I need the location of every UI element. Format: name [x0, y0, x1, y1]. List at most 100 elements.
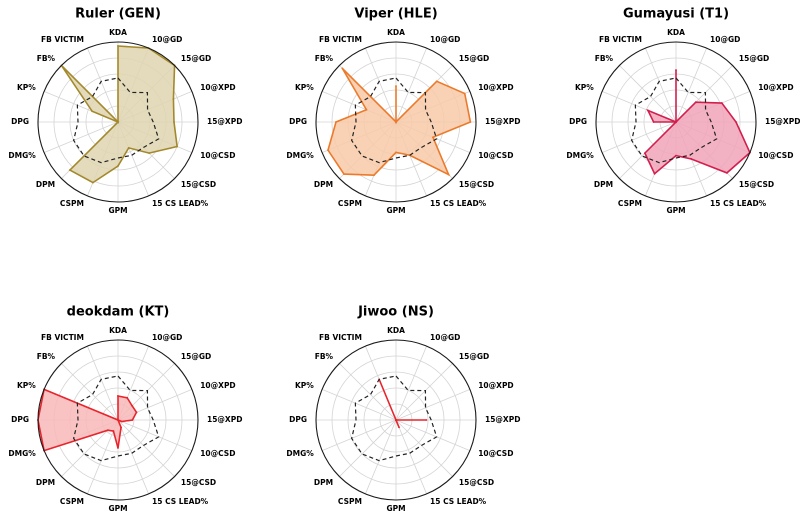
grid-spoke	[87, 419, 119, 495]
grid-spoke	[117, 419, 175, 477]
axis-label-15-cs-lead: 15 CS LEAD%	[710, 199, 767, 208]
axis-label-15-cs-lead: 15 CS LEAD%	[430, 199, 487, 208]
data-point-dpm	[106, 429, 109, 432]
axis-label-fb: FB%	[37, 54, 56, 63]
data-point-fb-victim	[117, 121, 119, 123]
axis-label-kda: KDA	[109, 28, 127, 37]
axis-label-10-gd: 10@GD	[430, 333, 460, 342]
axis-label-gpm: GPM	[108, 206, 127, 215]
axis-label-10-xpd: 10@XPD	[200, 83, 235, 92]
radar-panel-deokdam-kt: deokdam (KT) KDA 10@GD 15@GD 10@XPD 15@XPD 10@…	[8, 305, 242, 514]
axis-label-dmg: DMG%	[8, 449, 36, 458]
axis-label-kp: KP%	[575, 83, 594, 92]
data-point-gpm	[675, 154, 677, 157]
data-point-15-cs-lead	[690, 158, 693, 160]
grid-spoke	[395, 345, 427, 421]
axis-label-15-xpd: 15@XPD	[485, 117, 520, 126]
panel-title: Ruler (GEN)	[75, 7, 161, 22]
axis-label-10-xpd: 10@XPD	[478, 83, 513, 92]
panel-title: Viper (HLE)	[354, 7, 437, 22]
grid-spoke	[619, 65, 677, 123]
data-point-15-csd	[148, 152, 151, 155]
data-point-cspm	[653, 172, 656, 175]
grid-spoke	[365, 419, 397, 495]
axis-label-15-xpd: 15@XPD	[207, 415, 242, 424]
axis-label-15-csd: 15@CSD	[181, 180, 216, 189]
grid-spoke	[61, 363, 119, 421]
baseline-series	[351, 375, 438, 462]
axis-label-15-csd: 15@CSD	[181, 478, 216, 487]
axis-label-10-gd: 10@GD	[710, 35, 740, 44]
axis-label-15-cs-lead: 15 CS LEAD%	[152, 497, 209, 506]
outer-ring	[315, 41, 477, 203]
baseline-series	[73, 375, 160, 462]
axis-label-10-csd: 10@CSD	[478, 151, 513, 160]
axis-label-dpm: DPM	[594, 180, 613, 189]
data-point-15-csd	[447, 173, 450, 176]
data-point-dpm	[69, 169, 71, 171]
data-point-cspm	[112, 430, 115, 432]
axis-label-10-xpd: 10@XPD	[478, 381, 513, 390]
grid-spoke	[87, 47, 119, 123]
grid-spoke	[601, 121, 677, 153]
data-point-cspm	[373, 174, 375, 177]
axis-label-fb: FB%	[37, 352, 56, 361]
data-point-fb-victim	[675, 121, 677, 123]
data-point-10-xpd	[463, 92, 466, 95]
axis-label-15-gd: 15@GD	[181, 352, 211, 361]
axis-label-10-xpd: 10@XPD	[200, 381, 235, 390]
data-point-10-csd	[432, 136, 434, 139]
axis-label-10-csd: 10@CSD	[200, 151, 235, 160]
data-point-fb-victim	[395, 121, 397, 123]
axis-label-kp: KP%	[17, 381, 36, 390]
outer-ring	[315, 339, 477, 501]
axis-label-dpg: DPG	[289, 117, 307, 126]
axis-label-kp: KP%	[17, 83, 36, 92]
grid-spoke	[675, 47, 707, 123]
axis-label-15-gd: 15@GD	[459, 352, 489, 361]
axis-label-gpm: GPM	[108, 504, 127, 513]
data-point-fb	[395, 419, 397, 421]
data-point-15-gd	[131, 404, 134, 407]
data-point-fb	[341, 67, 344, 70]
axis-label-dmg: DMG%	[286, 151, 314, 160]
axis-label-kda: KDA	[109, 326, 127, 335]
data-point-kp	[91, 110, 94, 113]
data-point-15-csd	[726, 172, 728, 174]
axis-label-15-csd: 15@CSD	[739, 180, 774, 189]
data-point-15-xpd	[425, 419, 428, 421]
axis-label-dpm: DPM	[314, 180, 333, 189]
grid-spoke	[395, 363, 453, 421]
axis-label-kp: KP%	[295, 83, 314, 92]
data-point-10-xpd	[720, 102, 723, 104]
baseline-series	[73, 77, 160, 164]
axis-label-15-gd: 15@GD	[459, 54, 489, 63]
axis-label-dpg: DPG	[11, 117, 29, 126]
axis-label-fb-victim: FB VICTIM	[41, 333, 84, 342]
axis-label-10-csd: 10@CSD	[758, 151, 793, 160]
grid-spoke	[117, 419, 193, 451]
axis-label-fb-victim: FB VICTIM	[599, 35, 642, 44]
data-point-15-cs-lead	[120, 426, 122, 429]
radar-panel-ruler-gen: Ruler (GEN) KDA 10@GD 15@GD 10@XPD 15@XPD 10@C…	[8, 7, 242, 216]
axis-label-10-gd: 10@GD	[152, 333, 182, 342]
axis-label-kda: KDA	[667, 28, 685, 37]
radar-panel-viper-hle: Viper (HLE) KDA 10@GD 15@GD 10@XPD 15@XPD 10@C…	[286, 7, 520, 216]
axis-label-10-csd: 10@CSD	[200, 449, 235, 458]
axis-label-dpm: DPM	[36, 180, 55, 189]
axis-label-15-cs-lead: 15 CS LEAD%	[152, 199, 209, 208]
axis-label-fb-victim: FB VICTIM	[41, 35, 84, 44]
axis-label-dmg: DMG%	[8, 151, 36, 160]
axis-label-cspm: CSPM	[60, 497, 84, 506]
data-point-kda	[395, 85, 397, 87]
axis-label-dpm: DPM	[36, 478, 55, 487]
data-point-dpm	[643, 152, 646, 155]
outer-ring	[595, 41, 757, 203]
axis-label-10-csd: 10@CSD	[478, 449, 513, 458]
grid-spoke	[395, 389, 471, 421]
axis-label-kp: KP%	[295, 381, 314, 390]
axis-label-10-gd: 10@GD	[430, 35, 460, 44]
grid-spoke	[395, 419, 453, 477]
grid-spoke	[43, 121, 119, 153]
axis-label-15-gd: 15@GD	[739, 54, 769, 63]
